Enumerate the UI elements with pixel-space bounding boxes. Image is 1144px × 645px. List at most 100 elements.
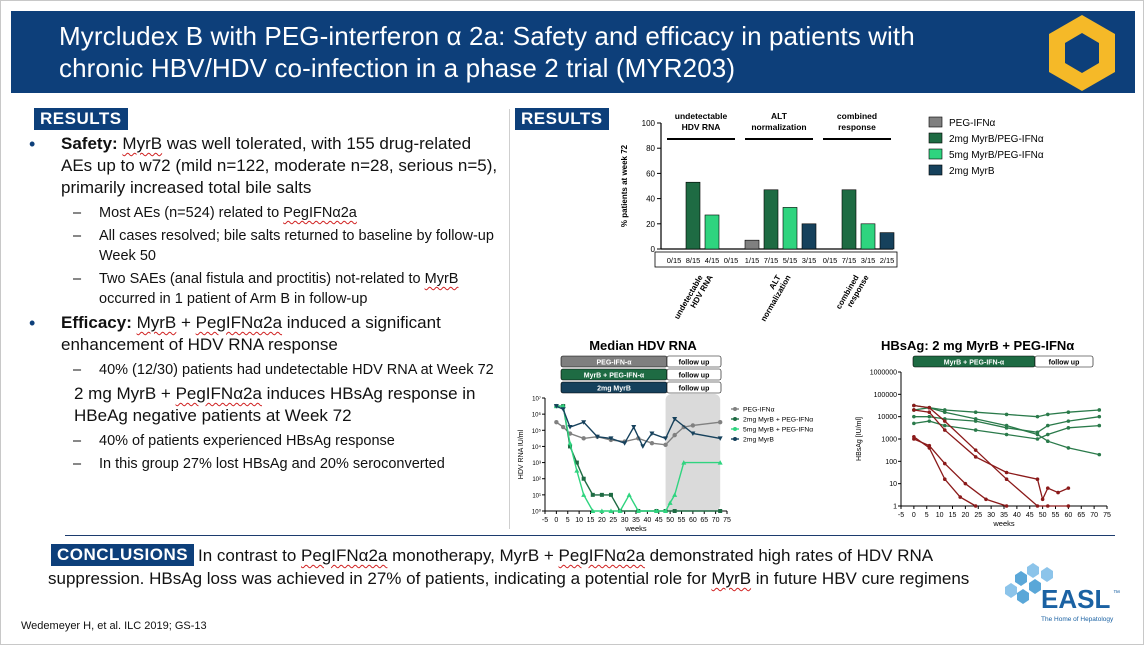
data-point xyxy=(672,416,678,422)
y-tick-label: 1000000 xyxy=(870,370,897,377)
series-line xyxy=(556,405,721,448)
x-tick-label: 70 xyxy=(1090,512,1098,519)
data-point xyxy=(608,492,613,497)
x-axis-label: weeks xyxy=(992,519,1015,528)
group-header: ALT xyxy=(771,111,788,121)
column-divider xyxy=(509,109,510,529)
legend-marker xyxy=(733,427,737,431)
data-point xyxy=(1045,439,1050,444)
data-point xyxy=(574,460,579,465)
data-point xyxy=(927,446,932,450)
y-tick-label: 1 xyxy=(893,504,897,511)
follow-up-shading xyxy=(665,394,721,511)
data-point xyxy=(581,476,586,481)
legend-label: 2mg MyrB xyxy=(949,166,995,177)
data-point xyxy=(617,508,623,513)
data-point xyxy=(560,403,566,409)
x-tick-label: 75 xyxy=(1103,512,1111,519)
x-tick-label: 30 xyxy=(987,512,995,519)
data-point xyxy=(1004,432,1009,437)
data-point xyxy=(1040,497,1045,502)
x-tick-label: 55 xyxy=(678,517,686,524)
data-point xyxy=(690,423,696,428)
data-point xyxy=(912,414,916,419)
bar xyxy=(801,223,817,250)
text-part: Two SAEs (anal fistula and proctitis) no… xyxy=(99,271,425,287)
bar-fraction-label: 8/15 xyxy=(686,256,701,265)
data-point xyxy=(1045,423,1050,428)
data-point xyxy=(590,508,596,513)
efficacy-bullet: Efficacy: MyrB + PegIFNα2a induced a sig… xyxy=(21,312,501,356)
title-bar: Myrcludex B with PEG-interferon α 2a: Sa… xyxy=(11,11,1135,93)
text-part: MyrB xyxy=(136,313,177,332)
bar-fraction-label: 0/15 xyxy=(823,256,838,265)
data-point xyxy=(672,492,678,497)
data-point xyxy=(1066,504,1071,508)
bar xyxy=(704,214,720,250)
text-part: PegIFNα2a xyxy=(558,546,645,565)
y-tick-label: 100000 xyxy=(874,392,897,399)
bar xyxy=(744,239,760,250)
y-tick-label: 40 xyxy=(646,195,655,204)
x-tick-label: 5 xyxy=(925,512,929,519)
data-point xyxy=(942,410,947,414)
x-tick-label: 50 xyxy=(1039,512,1047,519)
x-tick-label: 10 xyxy=(575,517,583,524)
data-point xyxy=(649,431,655,437)
text-part: PegIFNα2a xyxy=(283,205,357,221)
legend-swatch xyxy=(928,148,943,160)
data-point xyxy=(973,504,978,508)
patient-line xyxy=(913,438,1007,507)
data-point xyxy=(927,414,932,419)
data-point xyxy=(1066,419,1071,423)
data-point xyxy=(681,460,687,465)
bar-fraction-label: 5/15 xyxy=(783,256,798,265)
chart-title: Median HDV RNA xyxy=(589,338,697,353)
patient-line xyxy=(913,409,1069,502)
data-point xyxy=(1097,408,1102,412)
legend-label: 5mg MyrB/PEG-IFNα xyxy=(949,150,1044,161)
y-tick-label: 10³ xyxy=(532,461,541,467)
bar-fraction-label: 3/15 xyxy=(802,256,817,265)
data-point xyxy=(622,441,628,446)
efficacy-label: Efficacy: xyxy=(61,313,132,332)
x-tick-label: 20 xyxy=(598,517,606,524)
data-point xyxy=(717,460,723,465)
follow-up-label: follow up xyxy=(679,360,710,367)
y-tick-label: 10000 xyxy=(878,414,898,421)
data-point xyxy=(1066,426,1071,430)
x-tick-label: 35 xyxy=(1000,512,1008,519)
follow-up-bar xyxy=(1034,355,1094,368)
group-header: HDV RNA xyxy=(682,122,721,132)
data-point xyxy=(963,481,968,486)
data-point xyxy=(1066,486,1071,490)
data-point xyxy=(1097,423,1102,428)
conclusion-text: In contrast to PegIFNα2a monotherapy, My… xyxy=(48,544,1008,590)
legend-label: 2mg MyrB xyxy=(743,437,774,444)
data-point xyxy=(973,410,978,414)
x-tick-label: 55 xyxy=(1052,512,1060,519)
data-point xyxy=(1035,437,1040,441)
data-point xyxy=(594,434,600,440)
group-header: response xyxy=(838,122,876,132)
data-point xyxy=(942,423,947,428)
data-point xyxy=(973,455,978,459)
y-tick-label: 10⁷ xyxy=(532,396,541,403)
text-part: PegIFNα2a xyxy=(195,313,283,332)
y-axis-label: HDV RNA IU/ml xyxy=(518,429,525,479)
text-part: occurred in 1 patient of Arm B in follow… xyxy=(99,291,368,307)
bar xyxy=(860,223,876,250)
y-tick-label: 10² xyxy=(532,477,541,483)
safety-bullet: Safety: MyrB was well tolerated, with 15… xyxy=(21,133,501,199)
follow-up-bar xyxy=(666,355,722,368)
data-point xyxy=(561,424,566,430)
text-part: Most AEs (n=524) related to xyxy=(99,205,284,221)
safety-sub-bullet: Two SAEs (anal fistula and proctitis) no… xyxy=(21,269,501,309)
legend-marker xyxy=(733,437,737,441)
x-tick-label: 20 xyxy=(961,512,969,519)
data-point xyxy=(958,495,963,499)
results-label-right: RESULTS xyxy=(515,108,609,130)
bar xyxy=(841,189,857,250)
data-point xyxy=(973,417,978,421)
